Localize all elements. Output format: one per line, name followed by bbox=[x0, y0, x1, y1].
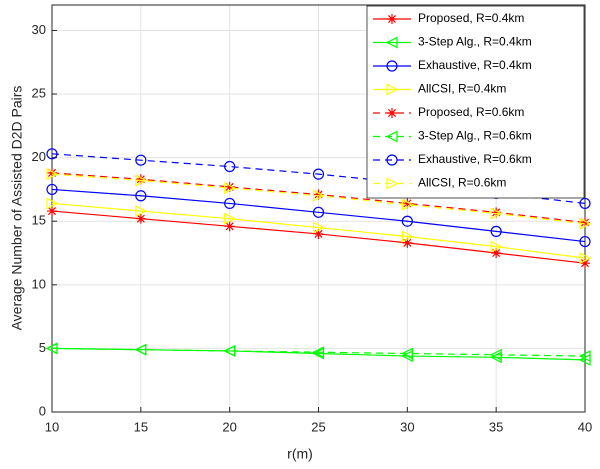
marker bbox=[134, 343, 147, 356]
marker bbox=[135, 213, 146, 224]
marker bbox=[312, 168, 325, 180]
marker bbox=[312, 221, 325, 234]
marker bbox=[46, 148, 58, 160]
marker bbox=[224, 212, 237, 225]
legend-label: Exhaustive, R=0.4km bbox=[418, 58, 532, 72]
y-tick-label: 0 bbox=[39, 403, 46, 418]
marker bbox=[46, 183, 58, 195]
marker bbox=[135, 174, 146, 185]
x-tick-label: 20 bbox=[222, 419, 236, 434]
marker bbox=[490, 240, 503, 253]
marker bbox=[135, 154, 147, 166]
x-tick-label: 10 bbox=[45, 419, 59, 434]
x-tick-label: 25 bbox=[311, 419, 325, 434]
marker bbox=[224, 181, 235, 192]
marker bbox=[312, 206, 325, 218]
legend-marker bbox=[385, 36, 398, 49]
y-tick-label: 10 bbox=[32, 276, 46, 291]
legend-label: 3-Step Alg., R=0.4km bbox=[418, 35, 532, 49]
marker bbox=[489, 348, 502, 361]
marker bbox=[579, 252, 592, 265]
marker bbox=[400, 347, 413, 360]
marker bbox=[579, 197, 591, 209]
x-tick-label: 15 bbox=[134, 419, 148, 434]
y-tick-label: 5 bbox=[39, 340, 46, 355]
marker bbox=[580, 217, 590, 228]
marker bbox=[313, 228, 324, 239]
x-axis-label: r(m) bbox=[287, 446, 313, 462]
series-line bbox=[51, 347, 586, 357]
x-tick-label: 35 bbox=[489, 419, 503, 434]
marker bbox=[401, 230, 414, 243]
marker bbox=[46, 197, 59, 210]
marker bbox=[135, 205, 148, 218]
legend-label: Proposed, R=0.4km bbox=[418, 11, 524, 25]
marker bbox=[579, 217, 592, 230]
marker bbox=[47, 167, 57, 178]
legend-marker bbox=[386, 154, 398, 166]
series-line bbox=[51, 202, 586, 259]
marker bbox=[224, 161, 236, 173]
marker bbox=[491, 207, 502, 218]
x-tick-label: 40 bbox=[578, 419, 592, 434]
series-line bbox=[51, 188, 586, 243]
marker bbox=[313, 189, 324, 200]
marker bbox=[401, 198, 414, 211]
marker bbox=[490, 207, 503, 220]
marker bbox=[490, 225, 502, 237]
marker bbox=[580, 258, 590, 269]
legend-label: 3-Step Alg., R=0.6km bbox=[418, 129, 532, 143]
legend-marker bbox=[386, 60, 398, 72]
legend-label: AllCSI, R=0.6km bbox=[418, 176, 506, 190]
marker bbox=[224, 182, 237, 195]
legend-marker bbox=[386, 83, 399, 96]
marker bbox=[491, 248, 502, 259]
marker bbox=[402, 198, 413, 209]
y-axis-label: Average Number of Assisted D2D Pairs bbox=[9, 86, 25, 331]
legend-marker bbox=[387, 14, 397, 24]
series-line bbox=[51, 173, 586, 225]
marker bbox=[312, 346, 325, 359]
marker bbox=[223, 344, 236, 357]
legend-box bbox=[366, 5, 585, 199]
marker bbox=[135, 174, 148, 187]
legend-label: Proposed, R=0.6km bbox=[418, 105, 524, 119]
marker bbox=[224, 221, 235, 232]
legend-marker bbox=[387, 108, 397, 118]
x-tick-label: 30 bbox=[400, 419, 414, 434]
marker bbox=[224, 197, 236, 209]
marker bbox=[401, 215, 413, 227]
marker bbox=[579, 236, 591, 248]
legend-label: Exhaustive, R=0.6km bbox=[418, 152, 532, 166]
legend-label: AllCSI, R=0.4km bbox=[418, 82, 506, 96]
marker bbox=[47, 206, 57, 217]
marker bbox=[46, 168, 59, 181]
y-tick-label: 20 bbox=[32, 149, 46, 164]
y-tick-label: 30 bbox=[32, 22, 46, 37]
marker bbox=[312, 189, 325, 202]
marker bbox=[45, 342, 58, 355]
legend-marker bbox=[385, 130, 398, 143]
y-tick-label: 15 bbox=[32, 213, 46, 228]
marker bbox=[578, 350, 591, 363]
legend-marker bbox=[386, 177, 399, 190]
y-tick-label: 25 bbox=[32, 85, 46, 100]
marker bbox=[402, 237, 413, 248]
marker bbox=[135, 190, 147, 202]
